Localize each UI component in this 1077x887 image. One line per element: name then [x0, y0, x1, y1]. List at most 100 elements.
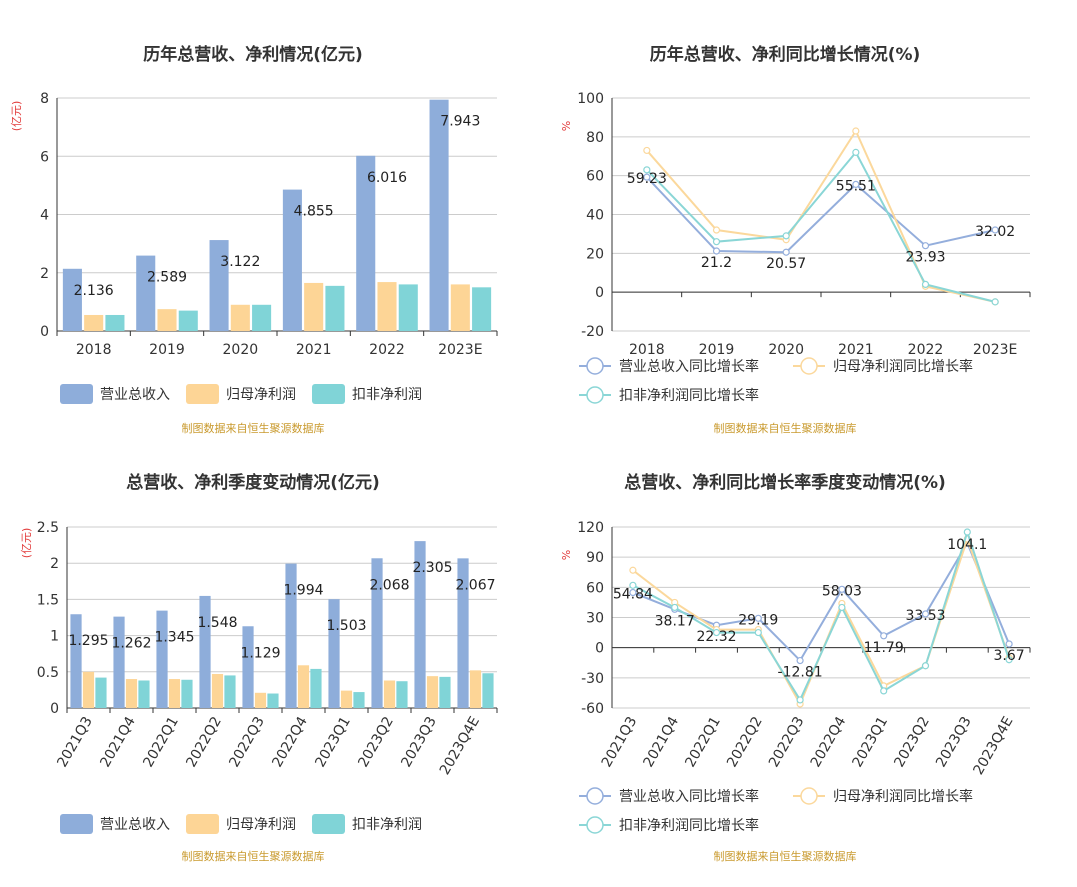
bar-deducted-profit	[178, 310, 198, 331]
x-tick-label: 2023E	[438, 342, 482, 358]
bar-revenue	[199, 595, 211, 708]
x-tick-label: 2022	[369, 342, 405, 358]
chart-title: 总营收、净利季度变动情况(亿元)	[126, 472, 380, 493]
bar-revenue	[457, 558, 469, 708]
data-label: 6.016	[367, 170, 407, 186]
y-tick-label: -30	[581, 671, 604, 687]
series-line-revenue	[632, 540, 1011, 663]
y-tick-label: 8	[40, 91, 49, 107]
x-tick-label: 2023Q1	[850, 714, 892, 770]
data-label: 29.19	[738, 612, 778, 628]
legend-label: 扣非净利润	[352, 817, 422, 833]
data-label: 23.93	[905, 250, 945, 266]
x-tick-label: 2021	[838, 342, 874, 358]
legend-marker	[586, 386, 604, 404]
x-tick-label: 2023Q3	[933, 714, 975, 770]
y-tick-label: 0.5	[37, 665, 59, 681]
data-label: 38.17	[655, 613, 695, 629]
bar-net-profit	[304, 282, 324, 331]
data-label: 2.068	[369, 577, 409, 593]
y-tick-label: 6	[40, 149, 49, 165]
bar-deducted-profit	[472, 287, 492, 331]
bar-net-profit	[230, 304, 250, 331]
bar-deducted-profit	[224, 675, 236, 708]
y-tick-label: 20	[586, 246, 604, 262]
x-tick-label: 2023Q4E	[971, 714, 1017, 778]
y-tick-label: 2	[40, 266, 49, 282]
legend-swatch	[60, 814, 93, 834]
y-axis-unit: %	[560, 550, 573, 560]
legend-swatch	[186, 384, 219, 404]
data-point	[1005, 656, 1013, 664]
data-point	[991, 298, 999, 306]
legend-label: 营业总收入同比增长率	[619, 788, 759, 805]
bar-net-profit	[426, 676, 439, 708]
x-tick-label: 2022Q1	[682, 714, 724, 770]
y-tick-label: 1	[50, 629, 59, 645]
data-label: 21.2	[701, 255, 732, 271]
data-point	[838, 585, 846, 593]
legend-marker	[586, 787, 604, 805]
y-tick-label: 0	[40, 324, 49, 340]
data-point	[629, 581, 637, 589]
data-point	[712, 628, 721, 637]
data-point	[629, 566, 637, 574]
bar-deducted-profit	[325, 285, 345, 331]
y-tick-label: 120	[577, 520, 604, 536]
bar-revenue	[156, 610, 168, 708]
x-tick-label: 2022Q3	[226, 714, 268, 770]
x-tick-label: 2022Q2	[724, 714, 766, 770]
bar-deducted-profit	[482, 673, 494, 708]
bar-net-profit	[157, 309, 177, 331]
legend-label: 扣非净利润同比增长率	[619, 387, 759, 404]
series-line-deducted-profit	[646, 150, 996, 303]
bar-revenue	[282, 189, 302, 331]
x-tick-label: 2018	[76, 342, 112, 358]
chart-title: 总营收、净利同比增长率季度变动情况(%)	[624, 472, 946, 493]
data-label: 2.067	[455, 577, 495, 593]
x-tick-label: 2023Q2	[355, 714, 397, 770]
data-point	[852, 180, 860, 188]
y-tick-label: 1.5	[37, 592, 59, 608]
bar-deducted-profit	[138, 680, 150, 708]
y-axis-unit: %	[560, 121, 573, 131]
bar-net-profit	[469, 670, 482, 708]
data-point	[991, 226, 999, 234]
data-point	[838, 603, 846, 612]
bar-net-profit	[82, 671, 95, 708]
data-label: 32.02	[975, 224, 1015, 240]
data-label: 33.53	[905, 608, 945, 624]
data-point	[643, 166, 651, 174]
data-label: 1.295	[68, 633, 108, 649]
legend-label: 归母净利润同比增长率	[833, 358, 973, 375]
data-label: 2.136	[74, 283, 114, 299]
data-label: 1.345	[154, 630, 194, 646]
legend-label: 营业总收入	[100, 817, 170, 833]
bar-revenue	[371, 558, 383, 708]
data-label: 104.1	[947, 537, 987, 553]
y-tick-label: 60	[586, 580, 604, 596]
data-point	[671, 603, 679, 612]
data-label: 55.51	[836, 178, 876, 194]
legend-swatch	[186, 814, 219, 834]
legend-label: 归母净利润同比增长率	[833, 788, 973, 805]
legend-label: 营业总收入	[100, 387, 170, 403]
legend-swatch	[312, 384, 345, 404]
bar-net-profit	[211, 673, 224, 708]
data-point	[921, 662, 930, 670]
source-note: 制图数据来自恒生聚源数据库	[182, 849, 325, 863]
chart-title: 历年总营收、净利情况(亿元)	[143, 44, 363, 65]
legend-marker	[586, 816, 604, 834]
y-axis-unit: (亿元)	[20, 528, 33, 559]
y-tick-label: 0	[595, 285, 604, 301]
legend-marker	[586, 357, 604, 375]
bar-revenue	[285, 563, 297, 708]
bar-net-profit	[377, 282, 397, 331]
bar-net-profit	[84, 314, 104, 331]
data-point	[754, 628, 762, 637]
bar-deducted-profit	[439, 676, 451, 708]
x-tick-label: 2018	[629, 342, 665, 358]
legend-label: 归母净利润	[226, 386, 296, 403]
legend-marker	[800, 357, 818, 375]
